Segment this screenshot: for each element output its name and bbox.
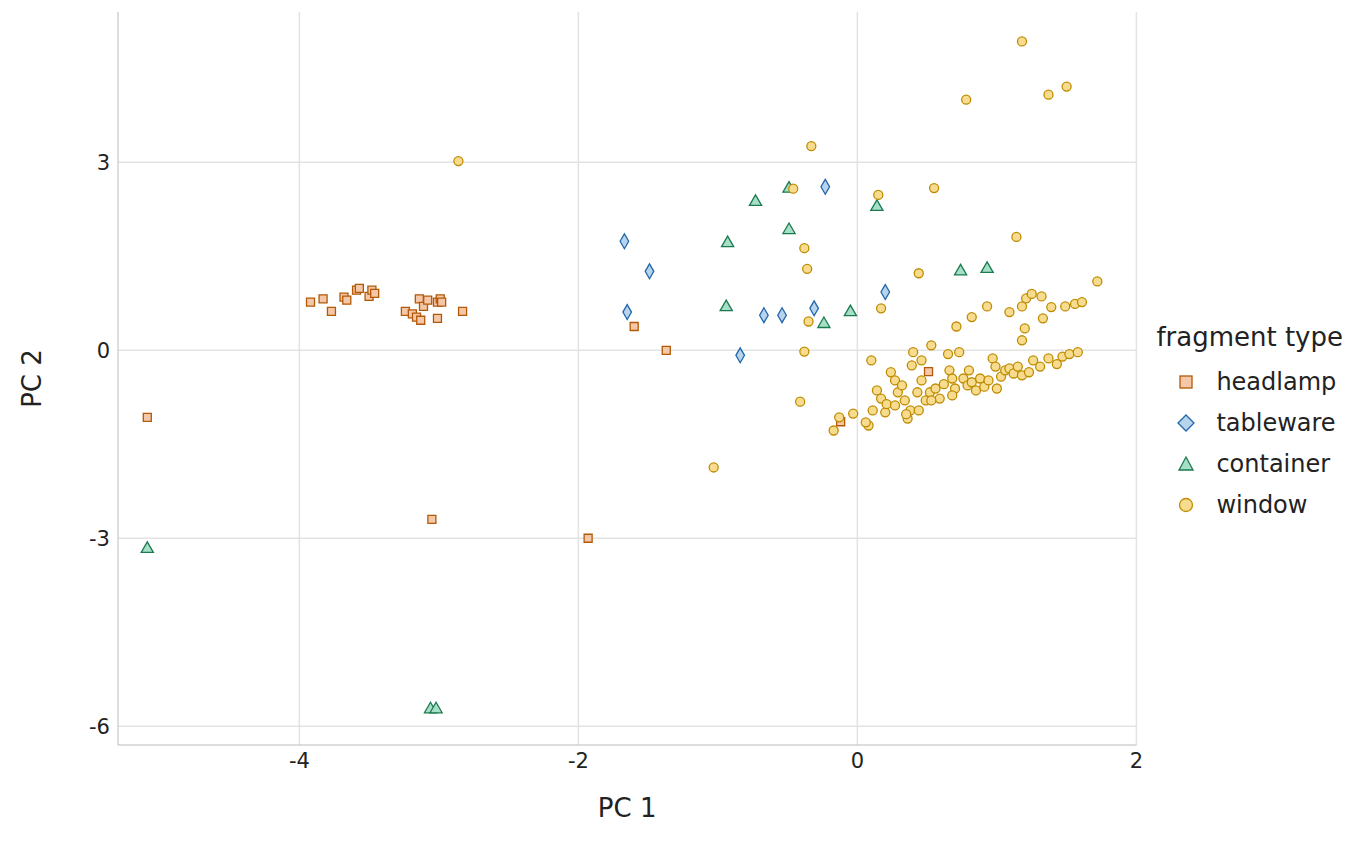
html-text:window: window bbox=[1216, 491, 1308, 519]
html-text:tableware: tableware bbox=[1216, 409, 1336, 437]
svg-text:-3: -3 bbox=[89, 527, 110, 551]
svg-text:PC 1: PC 1 bbox=[598, 793, 657, 823]
html-text:fragment type: fragment type bbox=[1156, 321, 1343, 352]
svg-text:PC 2: PC 2 bbox=[17, 349, 47, 408]
svg-text:3: 3 bbox=[97, 151, 110, 175]
html-text:headlamp: headlamp bbox=[1216, 368, 1337, 396]
svg-text:0: 0 bbox=[851, 749, 864, 773]
svg-text:-4: -4 bbox=[289, 749, 310, 773]
html-text:container: container bbox=[1216, 450, 1331, 478]
svg-text:0: 0 bbox=[97, 339, 110, 363]
svg-text:-6: -6 bbox=[89, 715, 110, 739]
svg-text:2: 2 bbox=[1130, 749, 1143, 773]
svg-text:-2: -2 bbox=[568, 749, 589, 773]
